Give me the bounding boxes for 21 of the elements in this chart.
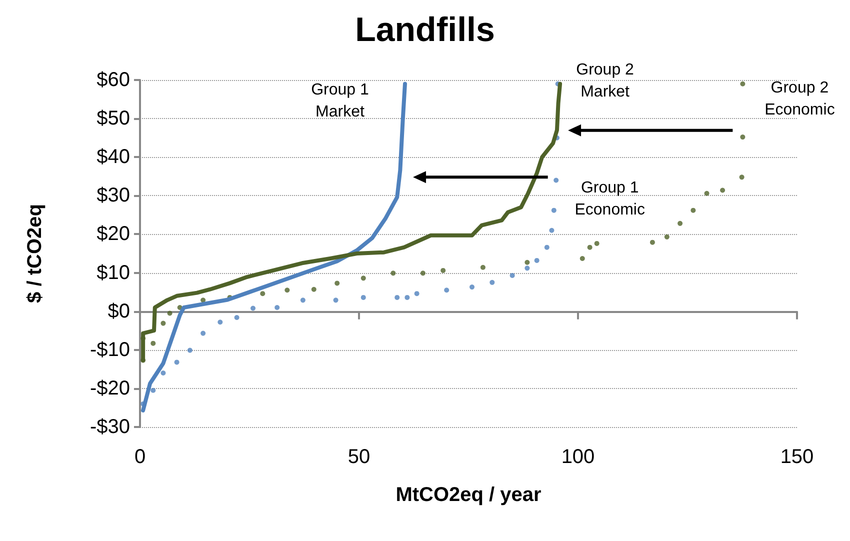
y-tick-label: $40 — [96, 146, 130, 168]
x-tick-label: 100 — [561, 446, 595, 468]
series-label: Group 1 Economic — [574, 179, 645, 218]
series-label: Group 2 Economic — [764, 79, 835, 118]
y-tick-label: -$30 — [90, 416, 130, 438]
y-axis-title: $ / tCO2eq — [24, 204, 46, 303]
y-tick-label: -$20 — [90, 377, 130, 400]
y-tick-label: $10 — [96, 262, 130, 284]
y-tick-label: $20 — [96, 223, 130, 246]
x-tick-label: 50 — [348, 446, 370, 468]
series-label: Group 2 Market — [576, 61, 634, 100]
x-tick-label: 0 — [134, 446, 146, 468]
y-tick-label: $0 — [108, 300, 130, 322]
y-tick-label: $50 — [96, 108, 130, 130]
y-tick-label: $60 — [96, 69, 130, 91]
x-tick-label: 150 — [780, 446, 814, 468]
x-axis-title: MtCO2eq / year — [396, 484, 542, 506]
y-tick-label: -$10 — [90, 338, 130, 361]
text: Group 1 Market — [311, 81, 369, 120]
chart-title: Landfills — [355, 11, 495, 49]
y-tick-label: $30 — [96, 184, 130, 207]
